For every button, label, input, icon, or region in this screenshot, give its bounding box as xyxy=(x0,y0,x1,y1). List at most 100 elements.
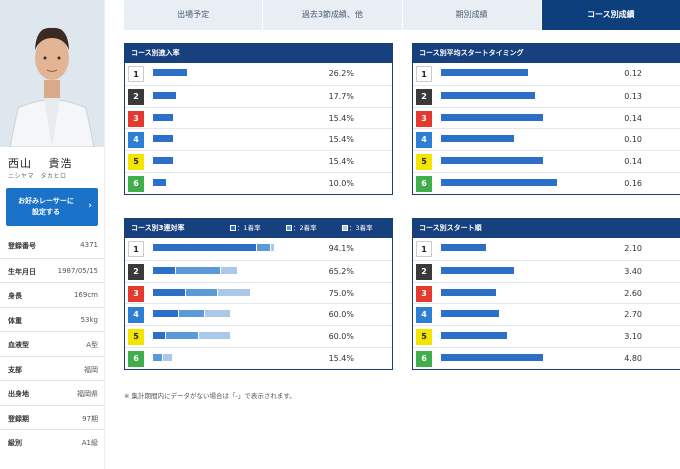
course-row: 2 0.13 xyxy=(413,84,680,107)
tab-bar: 出場予定 過去3節成績、他 期別成績 コース別成績 xyxy=(124,0,680,30)
value-label: 3.10 xyxy=(624,332,642,342)
third-place-bar xyxy=(198,332,230,340)
value-label: 0.13 xyxy=(624,91,642,101)
value-bar xyxy=(153,69,188,76)
second-place-bar xyxy=(166,332,198,340)
profile-field-value: A1級 xyxy=(81,439,98,447)
course-row: 5 15.4% xyxy=(125,150,392,172)
legend-first: ：1着率 xyxy=(230,219,261,238)
tab-3[interactable]: コース別成績 xyxy=(541,0,680,30)
lane-number: 6 xyxy=(128,350,144,367)
course-row: 6 10.0% xyxy=(125,171,392,194)
value-bar xyxy=(441,244,486,251)
lane-number: 2 xyxy=(128,88,144,105)
panel-title: コース別3連対率 xyxy=(131,224,185,232)
tab-2[interactable]: 期別成績 xyxy=(402,0,542,30)
value-bar xyxy=(153,91,176,99)
lane-number: 6 xyxy=(128,175,144,192)
tab-0[interactable]: 出場予定 xyxy=(124,0,264,30)
value-label: 2.10 xyxy=(624,244,642,253)
legend-third: ：3着率 xyxy=(342,219,373,238)
profile-field-label: 生年月日 xyxy=(8,267,36,276)
course-row: 4 0.10 xyxy=(413,128,680,150)
profile-field-label: 級別 xyxy=(8,439,22,447)
value-label: 15.4% xyxy=(328,353,354,363)
racer-photo xyxy=(0,0,104,147)
value-label: 15.4% xyxy=(328,157,354,167)
profile-field-label: 血液型 xyxy=(8,341,29,349)
value-label: 60.0% xyxy=(328,310,354,320)
second-place-bar xyxy=(185,288,217,296)
value-bar xyxy=(441,69,528,76)
course-row: 6 4.80 xyxy=(413,346,680,369)
lane-number: 1 xyxy=(416,241,432,257)
value-label: 0.12 xyxy=(624,69,642,78)
value-label: 17.7% xyxy=(328,91,354,101)
course-row: 5 3.10 xyxy=(413,325,680,347)
profile-field-label: 出身地 xyxy=(8,390,29,398)
start-order-panel: コース別スタート順 1 2.10 2 3.40 3 2.60 4 2.70 5 3.10 6 4.80 xyxy=(412,218,680,370)
course-row: 3 15.4% xyxy=(125,106,392,129)
profile-field-label: 登録期 xyxy=(8,414,29,423)
lane-number: 2 xyxy=(416,263,432,280)
profile-field-value: 169cm xyxy=(73,291,98,299)
footnote: ※ 集計期間内にデータがない場合は「-」で表示されます。 xyxy=(124,392,296,400)
legend-first-swatch xyxy=(230,225,236,231)
chevron-right-icon: › xyxy=(88,201,92,211)
tab-1[interactable]: 過去3節成績、他 xyxy=(263,0,403,30)
legend-third-swatch xyxy=(342,225,348,231)
value-bar xyxy=(441,91,536,99)
value-label: 26.2% xyxy=(328,69,354,78)
legend-second-swatch xyxy=(286,225,292,231)
panel-title: コース別スタート順 xyxy=(413,219,680,238)
lane-number: 4 xyxy=(416,132,432,149)
value-label: 65.2% xyxy=(328,266,354,276)
profile-field-label: 支部 xyxy=(8,365,22,374)
value-bar xyxy=(441,157,543,165)
profile-field-value: 福岡県 xyxy=(77,390,98,398)
value-bar xyxy=(153,178,166,186)
panel-title-bar: コース別3連対率 ：1着率 ：2着率 ：3着率 xyxy=(125,219,392,238)
value-label: 0.14 xyxy=(624,113,642,123)
course-row: 1 94.1% xyxy=(125,238,392,260)
fav-label-line1: お好みレーサーに xyxy=(18,197,74,205)
course-row: 5 0.14 xyxy=(413,150,680,172)
first-place-bar xyxy=(153,310,178,318)
third-place-bar xyxy=(270,244,275,251)
value-bar xyxy=(441,135,514,143)
profile-details: 登録番号 4371 生年月日 1987/05/15 身長 169cm 体重 53kg 血液型 A型… xyxy=(0,233,104,454)
value-bar xyxy=(153,157,174,165)
value-label: 0.16 xyxy=(624,178,642,188)
lane-number: 1 xyxy=(128,66,144,82)
value-label: 2.70 xyxy=(624,310,642,320)
course-row: 2 17.7% xyxy=(125,84,392,107)
set-favorite-racer-button[interactable]: お好みレーサーに 設定する › xyxy=(6,188,98,226)
profile-row: 生年月日 1987/05/15 xyxy=(0,257,104,283)
value-bar xyxy=(441,113,543,121)
second-place-bar xyxy=(257,244,270,251)
lane-number: 5 xyxy=(128,329,144,346)
profile-row: 支部 福岡 xyxy=(0,355,104,381)
value-bar xyxy=(441,266,514,274)
course-row: 2 3.40 xyxy=(413,259,680,282)
profile-row: 登録期 97期 xyxy=(0,404,104,430)
lane-number: 1 xyxy=(416,66,432,82)
profile-field-value: A型 xyxy=(86,341,98,349)
profile-field-value: 53kg xyxy=(80,315,98,324)
third-place-bar xyxy=(220,266,237,274)
course-row: 1 26.2% xyxy=(125,63,392,85)
course-row: 3 75.0% xyxy=(125,281,392,304)
legend-first-label: ：1着率 xyxy=(237,224,261,232)
lane-number: 2 xyxy=(128,263,144,280)
lane-number: 4 xyxy=(128,132,144,149)
value-bar xyxy=(441,288,497,296)
value-label: 60.0% xyxy=(328,332,354,342)
lane-number: 3 xyxy=(416,285,432,302)
panel-title: コース別進入率 xyxy=(125,44,392,63)
value-label: 0.14 xyxy=(624,157,642,167)
lane-number: 3 xyxy=(128,285,144,302)
lane-number: 3 xyxy=(416,110,432,127)
lane-number: 6 xyxy=(416,175,432,192)
profile-field-label: 身長 xyxy=(8,292,22,300)
course-row: 5 60.0% xyxy=(125,325,392,347)
